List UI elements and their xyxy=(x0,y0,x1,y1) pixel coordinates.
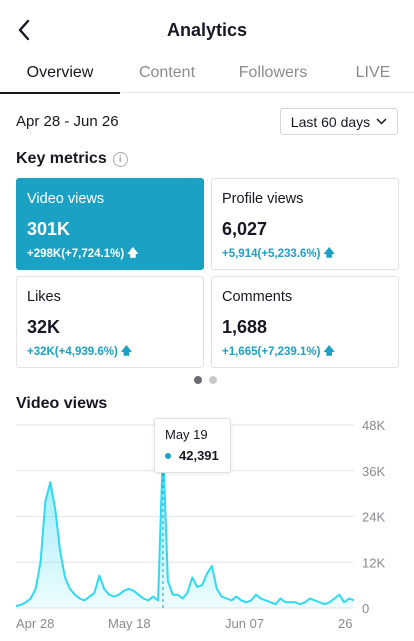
tab-bar: Overview Content Followers LIVE xyxy=(0,56,414,94)
tooltip-date: May 19 xyxy=(165,427,208,442)
series-area xyxy=(16,446,354,608)
tab-live[interactable]: LIVE xyxy=(355,64,391,81)
y-tick-label: 24K xyxy=(362,510,385,525)
key-metrics-title: Key metrics xyxy=(16,150,107,167)
metric-label: Likes xyxy=(27,289,61,305)
x-tick-label: Jun 07 xyxy=(225,616,264,631)
info-icon[interactable]: i xyxy=(112,151,128,167)
metric-delta: +1,665(+7,239.1%) 🡅 xyxy=(222,342,388,361)
header: Analytics xyxy=(0,0,414,58)
arrow-up-icon: 🡅 xyxy=(127,247,139,259)
carousel-pager xyxy=(194,376,217,384)
back-arrow-icon xyxy=(18,19,30,41)
y-tick-label: 12K xyxy=(362,555,385,570)
metric-delta-text: +5,914(+5,233.6%) xyxy=(222,247,321,260)
metric-delta: +5,914(+5,233.6%) 🡅 xyxy=(222,244,388,263)
arrow-up-icon: 🡅 xyxy=(323,345,335,357)
x-tick-label: 26 xyxy=(338,616,352,631)
tooltip-value-row: 42,391 xyxy=(165,448,220,463)
metric-card-likes[interactable]: Likes 32K +32K(+4,939.6%) 🡅 xyxy=(16,276,204,368)
video-views-heading: Video views xyxy=(16,395,107,413)
metric-label: Comments xyxy=(222,289,293,305)
chart-tooltip: May 19 42,391 xyxy=(154,418,231,473)
arrow-up-icon: 🡅 xyxy=(323,247,335,259)
x-tick-label: May 18 xyxy=(108,616,151,631)
metric-value: 32K xyxy=(27,317,61,337)
series-line xyxy=(15,445,355,608)
metric-value: 6,027 xyxy=(222,219,268,239)
metric-delta: +298K(+7,724.1%) 🡅 xyxy=(27,244,193,263)
pager-dot-active[interactable] xyxy=(194,376,202,384)
metric-delta: +32K(+4,939.6%) 🡅 xyxy=(27,342,193,361)
metric-card-profile-views[interactable]: Profile views 6,027 +5,914(+5,233.6%) 🡅 xyxy=(211,178,399,270)
metric-value: 1,688 xyxy=(222,317,268,337)
date-range-label: Apr 28 - Jun 26 xyxy=(16,113,119,130)
arrow-up-icon: 🡅 xyxy=(120,345,133,357)
back-button[interactable] xyxy=(12,18,36,42)
tab-followers[interactable]: Followers xyxy=(238,64,308,81)
metric-delta-text: +32K(+4,939.6%) xyxy=(27,345,118,358)
period-dropdown-label: Last 60 days xyxy=(290,113,371,130)
metric-card-comments[interactable]: Comments 1,688 +1,665(+7,239.1%) 🡅 xyxy=(211,276,399,368)
tab-overview[interactable]: Overview xyxy=(0,56,120,94)
metric-delta-text: +298K(+7,724.1%) xyxy=(27,247,125,260)
y-tick-label: 0 xyxy=(362,601,369,616)
video-views-chart[interactable]: 48K 36K 24K 12K 0 Apr 28 May 18 Jun 07 26 xyxy=(0,415,414,635)
metric-value: 301K xyxy=(27,219,71,239)
period-dropdown[interactable]: Last 60 days xyxy=(280,108,398,135)
series-dot-icon xyxy=(165,452,171,459)
chart-svg: 48K 36K 24K 12K 0 Apr 28 May 18 Jun 07 26 xyxy=(15,418,385,631)
metric-label: Video views xyxy=(27,191,105,207)
tooltip-value: 42,391 xyxy=(179,448,219,463)
metric-delta-text: +1,665(+7,239.1%) xyxy=(222,345,321,358)
chevron-down-icon xyxy=(376,118,387,125)
key-metrics-heading: Key metrics i xyxy=(16,150,128,168)
y-tick-label: 36K xyxy=(362,464,385,479)
x-tick-label: Apr 28 xyxy=(16,616,54,631)
page-title: Analytics xyxy=(166,20,248,40)
metric-card-video-views[interactable]: Video views 301K +298K(+7,724.1%) 🡅 xyxy=(16,178,204,270)
chart-title: Video views xyxy=(16,395,108,412)
pager-dot[interactable] xyxy=(209,376,217,384)
metric-label: Profile views xyxy=(222,191,304,207)
tab-content[interactable]: Content xyxy=(138,64,196,81)
y-tick-label: 48K xyxy=(362,418,385,433)
